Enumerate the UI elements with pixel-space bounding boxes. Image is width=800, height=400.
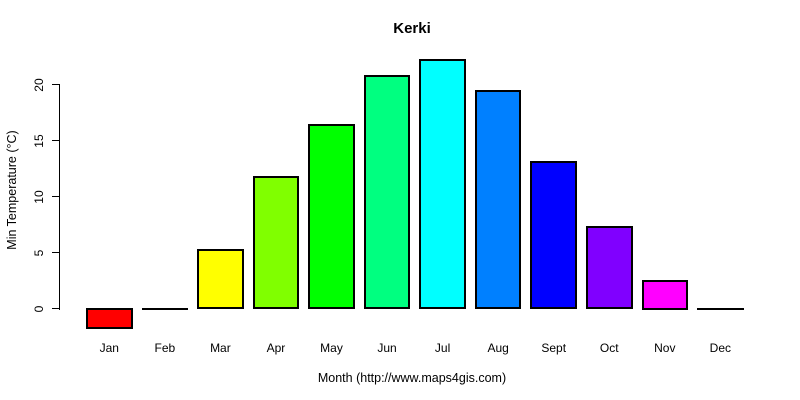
y-tick-mark [51,195,59,198]
y-tick-label: 5 [32,249,46,256]
y-tick-mark [51,83,59,86]
y-tick-mark [51,307,59,310]
x-tick-label-nov: Nov [654,341,676,355]
bar-sept [530,160,577,310]
bar-dec [697,307,744,310]
bar-jul [419,58,466,310]
bar-may [308,123,355,310]
x-tick-label-dec: Dec [709,341,731,355]
y-axis-line [58,83,60,310]
x-tick-label-oct: Oct [599,341,619,355]
x-tick-label-jan: Jan [99,341,119,355]
y-tick-label: 15 [32,133,46,148]
x-tick-label-apr: Apr [266,341,286,355]
y-tick-label: 10 [32,189,46,204]
y-tick-mark [51,251,59,254]
x-tick-label-aug: Aug [487,341,509,355]
bar-oct [585,225,633,310]
bar-jan [86,307,133,329]
y-tick-mark [51,139,59,142]
bar-jun [363,74,411,310]
x-tick-label-jun: Jun [377,341,397,355]
x-tick-label-jul: Jul [434,341,451,355]
bar-apr [252,176,300,310]
y-axis-label: Min Temperature (°C) [5,130,19,250]
y-tick-label: 0 [32,305,46,312]
x-tick-label-mar: Mar [210,341,231,355]
bar-mar [197,249,244,310]
bar-aug [474,90,522,310]
x-tick-label-may: May [320,341,343,355]
x-tick-label-feb: Feb [154,341,176,355]
bar-nov [641,279,689,310]
y-tick-label: 20 [32,77,46,92]
x-tick-label-sept: Sept [541,341,567,355]
bar-feb [141,307,189,310]
chart-title: Kerki [393,20,431,37]
x-axis-label: Month (http://www.maps4gis.com) [317,371,507,385]
